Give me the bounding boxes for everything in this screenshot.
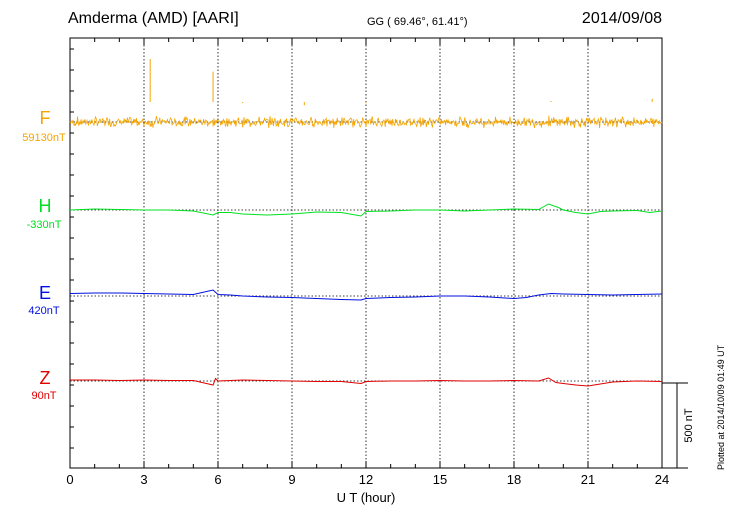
component-label-h: H (38, 196, 52, 216)
component-label-f: F (39, 108, 51, 128)
series-line-f (69, 115, 663, 129)
x-tick-label-15: 15 (433, 472, 447, 487)
x-tick-label-12: 12 (359, 472, 373, 487)
x-tick-label-21: 21 (581, 472, 595, 487)
series-line-h (69, 203, 663, 217)
baseline-label-z: 90nT (31, 390, 57, 402)
x-tick-label-3: 3 (140, 472, 147, 487)
baseline-label-h: -330nT (26, 219, 62, 231)
x-tick-label-0: 0 (66, 472, 73, 487)
component-label-e: E (38, 283, 51, 303)
scale-bar-label: 500 nT (683, 408, 695, 443)
baseline-label-f: 59130nT (22, 132, 66, 144)
geographic-coordinates: GG ( 69.46°, 61.41°) (367, 16, 468, 28)
component-label-z: Z (39, 368, 51, 388)
x-tick-label-9: 9 (288, 472, 295, 487)
x-tick-label-6: 6 (214, 472, 221, 487)
station-title: Amderma (AMD) [AARI] (68, 10, 239, 27)
x-axis-label: U T (hour) (337, 490, 396, 505)
plot-date: 2014/09/08 (581, 10, 662, 27)
series-line-z (70, 377, 663, 387)
x-tick-label-24: 24 (655, 472, 669, 487)
series-line-e (69, 289, 663, 301)
baseline-label-e: 420nT (28, 305, 60, 317)
x-tick-label-18: 18 (507, 472, 521, 487)
